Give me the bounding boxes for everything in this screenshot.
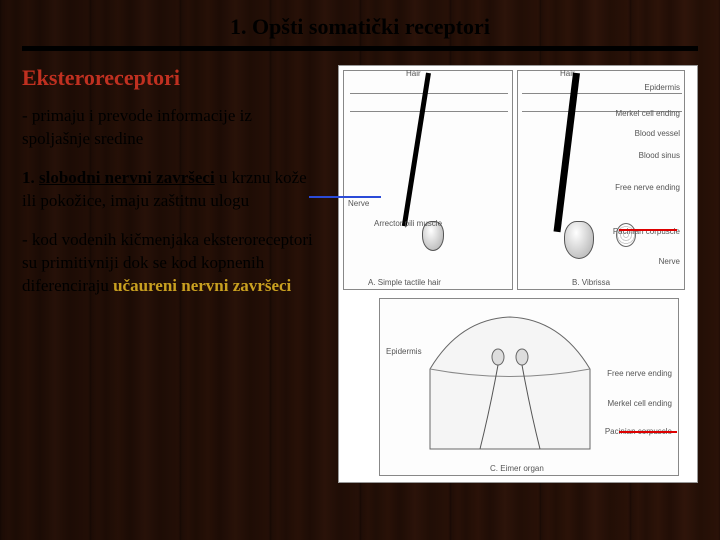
subheading: Eksteroreceptori — [22, 65, 322, 91]
label-arrector: Arrector pili muscle — [374, 219, 442, 228]
paragraph-2: 1. slobodni nervni završeci u krznu kože… — [22, 167, 322, 213]
p3-highlight: učaureni nervni završeci — [113, 276, 291, 295]
label-free-ne: Free nerve ending — [615, 183, 680, 192]
label-bloodsinus: Blood sinus — [639, 151, 680, 160]
p2-lead: 1. — [22, 168, 39, 187]
label-free-ne-c: Free nerve ending — [607, 369, 672, 378]
p2-bold: slobodni nervni završeci — [39, 168, 215, 187]
label-merkel: Merkel cell ending — [616, 109, 680, 118]
paragraph-3: - kod vodenih kičmenjaka eksteroreceptor… — [22, 229, 322, 298]
panel-c: Epidermis Free nerve ending Merkel cell … — [379, 298, 679, 476]
skin-a1 — [350, 93, 508, 94]
slide-title: 1. Opšti somatički receptori — [22, 14, 698, 40]
caption-a: A. Simple tactile hair — [368, 278, 441, 287]
label-epidermis-c: Epidermis — [386, 347, 422, 356]
label-bloodvessel: Blood vessel — [635, 129, 680, 138]
eimer-dome — [420, 309, 600, 459]
panel-a: Hair Nerve Arrector pili muscle A. Simpl… — [343, 70, 513, 290]
panel-b: Hair Epidermis Merkel cell ending Blood … — [517, 70, 685, 290]
title-divider — [22, 46, 698, 51]
figure-panel: Hair Nerve Arrector pili muscle A. Simpl… — [338, 65, 698, 483]
label-nerve-a: Nerve — [348, 199, 369, 208]
paragraph-1: - primaju i prevode informacije iz spolj… — [22, 105, 322, 151]
blue-annot-1 — [309, 196, 381, 198]
caption-c: C. Eimer organ — [490, 464, 544, 473]
skin-a2 — [350, 111, 508, 112]
content-row: Eksteroreceptori - primaju i prevode inf… — [22, 65, 698, 483]
text-column: Eksteroreceptori - primaju i prevode inf… — [22, 65, 322, 483]
label-epidermis: Epidermis — [644, 83, 680, 92]
red-annot-1 — [619, 229, 677, 231]
hair-a — [402, 73, 431, 227]
hair-b — [554, 73, 580, 233]
bulb-b — [564, 221, 594, 259]
skin-b1 — [522, 93, 682, 94]
label-nerve-b: Nerve — [659, 257, 680, 266]
red-annot-2 — [619, 431, 677, 433]
caption-b: B. Vibrissa — [572, 278, 610, 287]
label-hair-a: Hair — [406, 69, 421, 78]
label-merkel-c: Merkel cell ending — [608, 399, 672, 408]
